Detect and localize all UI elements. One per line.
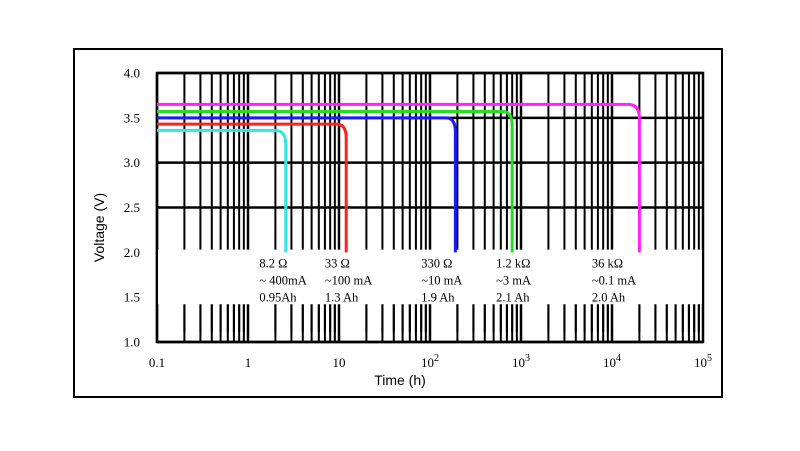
discharge-curve <box>157 102 641 253</box>
y-tick-label: 2.0 <box>124 245 140 260</box>
annotation-label: ~100 mA <box>325 274 372 288</box>
discharge-curve <box>157 122 348 253</box>
annotation-label: ~10 mA <box>421 274 462 288</box>
annotation-label: 2.1 Ah <box>496 291 530 305</box>
annotation-label: 2.0 Ah <box>592 291 626 305</box>
x-tick-label: 105 <box>694 353 712 370</box>
annotation-label: 36 kΩ <box>592 257 623 271</box>
annotation-label: 33 Ω <box>325 257 350 271</box>
y-tick-label: 1.0 <box>124 335 140 350</box>
annotation-label: 1.3 Ah <box>325 291 359 305</box>
x-tick-label: 0.1 <box>149 355 165 370</box>
x-axis-title: Time (h) <box>374 372 426 388</box>
annotation-band <box>158 249 702 305</box>
x-tick-label: 10 <box>333 355 346 370</box>
plot-border <box>155 71 705 344</box>
y-axis-title: Voltage (V) <box>91 193 107 262</box>
annotation-label: 0.95Ah <box>259 291 297 305</box>
y-tick-label: 1.5 <box>124 290 140 305</box>
x-tick-label: 1 <box>245 355 252 370</box>
x-tick-label: 104 <box>603 353 621 370</box>
annotation-label: 1.9 Ah <box>421 291 455 305</box>
chart-frame <box>73 48 723 398</box>
annotation-label: 8.2 Ω <box>259 257 287 271</box>
y-tick-label: 3.0 <box>124 155 140 170</box>
discharge-curve <box>157 110 514 253</box>
y-tick-label: 3.5 <box>124 110 140 125</box>
annotation-label: 1.2 kΩ <box>496 257 530 271</box>
annotation-label: ~ 400mA <box>259 274 306 288</box>
x-tick-label: 103 <box>512 353 530 370</box>
discharge-curve <box>157 116 457 253</box>
x-tick-label: 102 <box>421 353 439 370</box>
annotation-label: 330 Ω <box>421 257 452 271</box>
annotation-label: ~0.1 mA <box>592 274 636 288</box>
y-tick-label: 2.5 <box>124 200 140 215</box>
y-tick-label: 4.0 <box>124 66 140 81</box>
discharge-curve <box>157 128 288 253</box>
annotation-label: ~3 mA <box>496 274 531 288</box>
